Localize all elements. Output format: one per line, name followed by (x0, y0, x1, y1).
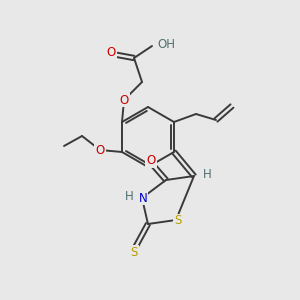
Text: H: H (125, 190, 134, 202)
Text: O: O (146, 154, 156, 167)
Text: H: H (202, 167, 211, 181)
Text: S: S (130, 245, 138, 259)
Text: OH: OH (157, 38, 175, 50)
Text: N: N (139, 191, 147, 205)
Text: O: O (119, 94, 129, 106)
Text: S: S (174, 214, 182, 227)
Text: O: O (95, 143, 105, 157)
Text: O: O (106, 46, 116, 59)
